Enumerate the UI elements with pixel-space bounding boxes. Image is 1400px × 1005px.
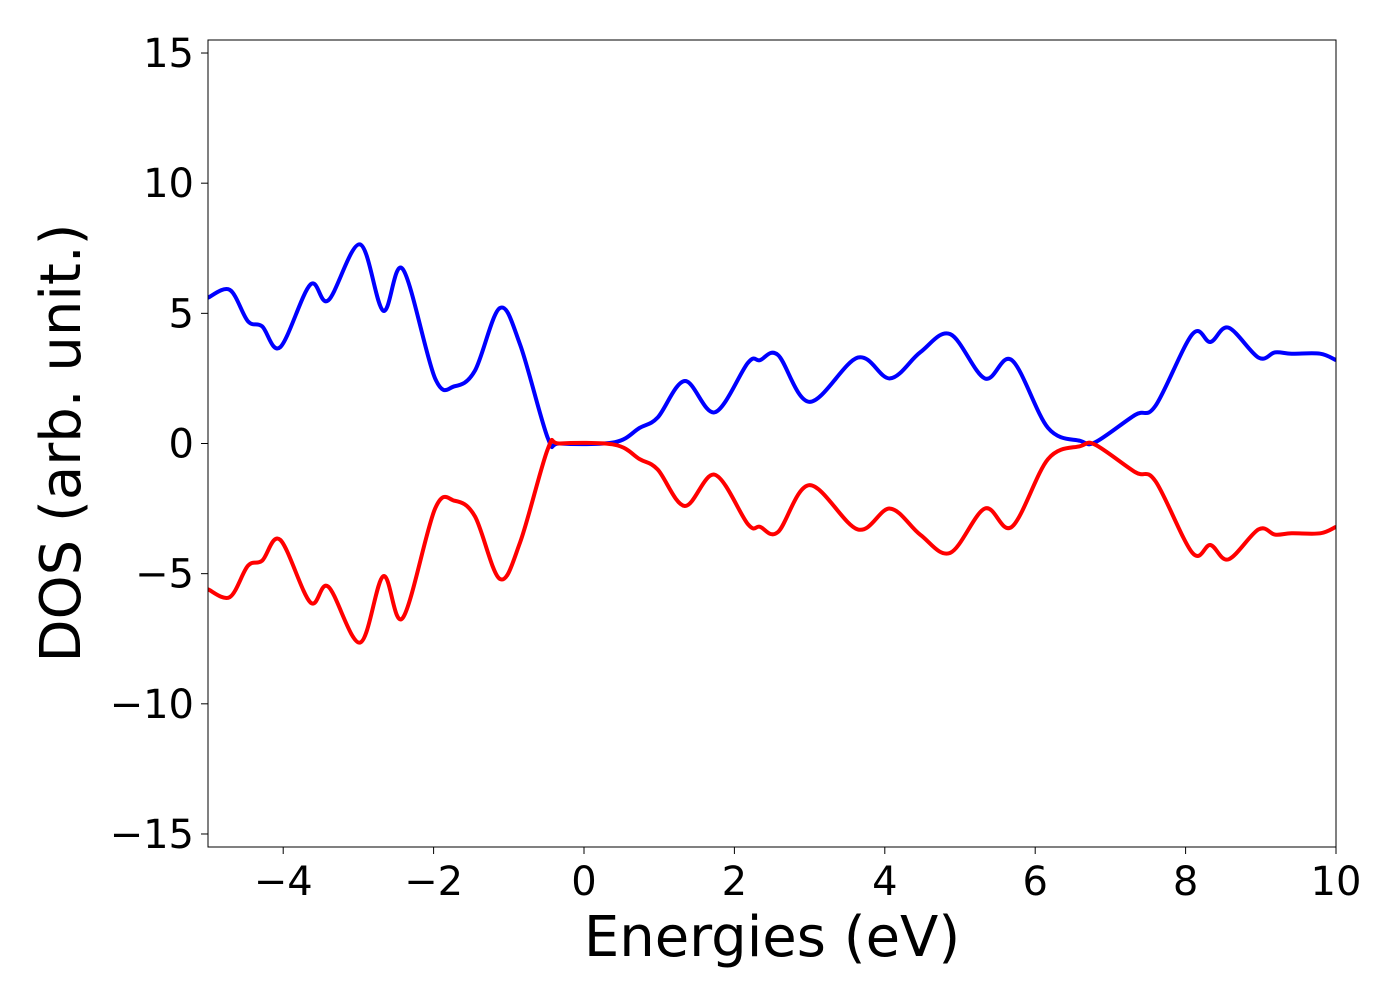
x-tick-label: −2 xyxy=(404,859,463,905)
x-tick-label: 10 xyxy=(1311,859,1362,905)
y-tick-label: −15 xyxy=(110,812,194,858)
series-line-spin-down xyxy=(208,437,1336,645)
x-tick-label: −4 xyxy=(254,859,313,905)
x-tick-label: 4 xyxy=(872,859,897,905)
series-line-spin-up xyxy=(208,242,1336,450)
y-axis-label: DOS (arb. unit.) xyxy=(29,223,94,662)
x-axis-label: Energies (eV) xyxy=(584,905,960,970)
y-tick-label: 0 xyxy=(169,422,194,468)
y-tick-label: −10 xyxy=(110,682,194,728)
ticks-layer: −4 −2 0 2 4 6 8 10 −15 −10 −5 0 5 10 15 xyxy=(110,31,1362,905)
x-tick-label: 8 xyxy=(1173,859,1198,905)
y-tick-label: 10 xyxy=(143,161,194,207)
plot-frame xyxy=(207,39,1337,848)
y-tick-label: −5 xyxy=(135,552,194,598)
y-tick-label: 15 xyxy=(143,31,194,77)
series-layer xyxy=(208,242,1336,645)
x-tick-label: 6 xyxy=(1022,859,1047,905)
y-tick-label: 5 xyxy=(169,291,194,337)
x-tick-label: 0 xyxy=(571,859,596,905)
x-tick-label: 2 xyxy=(722,859,747,905)
